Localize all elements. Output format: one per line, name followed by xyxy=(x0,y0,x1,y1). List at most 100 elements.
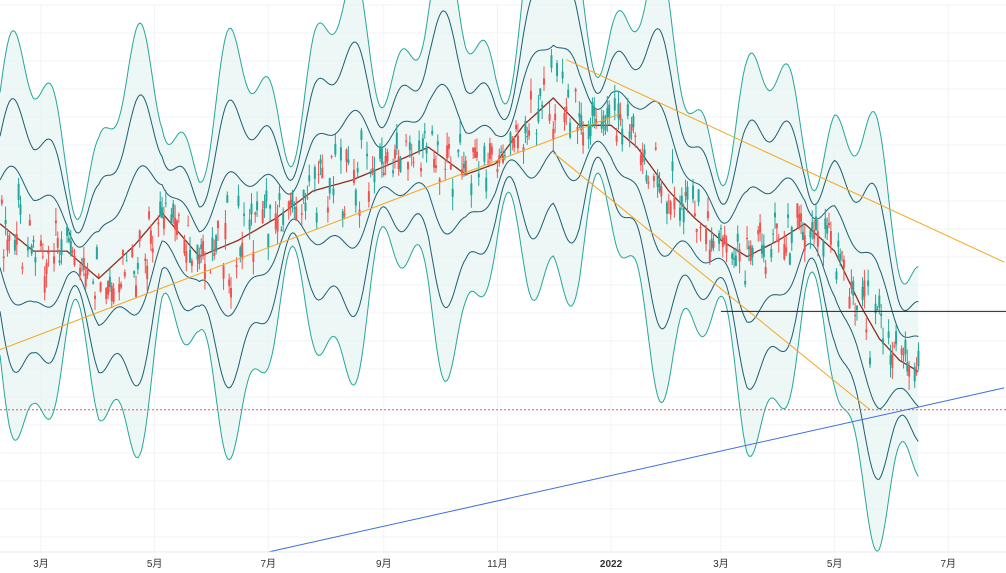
candle-body xyxy=(343,213,346,216)
candle-body xyxy=(241,242,244,259)
candle-body xyxy=(138,230,141,241)
candle-body xyxy=(798,213,801,227)
candle-body xyxy=(4,219,7,225)
candle-body xyxy=(332,188,335,196)
candle-body xyxy=(457,149,460,153)
candle-body xyxy=(565,106,568,112)
candle-body xyxy=(477,173,480,178)
candle-body xyxy=(367,191,370,202)
candle-body xyxy=(552,128,555,141)
candle-body xyxy=(291,192,294,206)
candle-body xyxy=(613,98,616,111)
candle-body xyxy=(814,216,817,230)
candle-body xyxy=(541,104,544,107)
candle-body xyxy=(123,271,126,277)
candle-body xyxy=(118,283,121,293)
candle-body xyxy=(209,272,212,274)
candle-body xyxy=(216,220,219,229)
candle-body xyxy=(356,168,359,173)
candle-body xyxy=(582,132,585,146)
candle-body xyxy=(261,209,264,223)
candle-body xyxy=(647,181,650,184)
candle-body xyxy=(183,239,186,254)
candle-body xyxy=(177,214,180,216)
candle-body xyxy=(850,281,853,289)
candle-body xyxy=(556,63,559,76)
candle-body xyxy=(891,352,894,369)
candle-body xyxy=(852,280,855,296)
candle-body xyxy=(2,256,5,259)
bollinger-band-line xyxy=(0,140,919,410)
candle-body xyxy=(576,126,579,132)
candle-body xyxy=(839,253,842,260)
candle-body xyxy=(121,249,124,256)
orange-trendline-3 xyxy=(552,152,871,411)
candle-body xyxy=(41,256,44,258)
candle-body xyxy=(826,225,829,234)
candle-body xyxy=(561,71,564,79)
candle-body xyxy=(760,245,763,254)
candle-body xyxy=(842,259,845,269)
candle-body xyxy=(537,108,540,122)
candle-body xyxy=(406,162,409,170)
candle-body xyxy=(47,251,50,255)
candle-body xyxy=(228,279,231,286)
candle-body xyxy=(822,240,825,257)
candle-body xyxy=(326,207,329,213)
candle-body xyxy=(32,240,35,242)
x-tick-label: 3月 xyxy=(713,558,729,570)
candle-body xyxy=(306,197,309,199)
candle-body xyxy=(522,147,525,152)
candle-body xyxy=(801,231,804,240)
candle-body xyxy=(211,237,214,252)
candle-body xyxy=(58,260,61,263)
middle-band-line xyxy=(0,97,919,373)
candle-body xyxy=(470,183,473,196)
candle-body xyxy=(604,125,607,131)
candle-body xyxy=(282,211,285,225)
candle-body xyxy=(725,242,728,253)
candle-body xyxy=(21,266,24,269)
candle-body xyxy=(263,200,266,209)
x-tick-label: 7月 xyxy=(940,558,956,570)
x-tick-label: 9月 xyxy=(376,558,392,570)
candle-body xyxy=(451,188,454,197)
candle-body xyxy=(671,161,674,172)
candle-body xyxy=(174,217,177,230)
candle-body xyxy=(893,345,896,347)
candle-body xyxy=(185,251,188,263)
candle-body xyxy=(436,141,439,146)
candle-body xyxy=(809,230,812,238)
candle-body xyxy=(112,288,115,302)
candle-body xyxy=(313,167,316,179)
candle-body xyxy=(341,211,344,219)
candle-body xyxy=(783,244,786,260)
candle-body xyxy=(548,114,551,121)
candle-body xyxy=(243,213,246,216)
candle-body xyxy=(513,139,516,148)
candle-body xyxy=(712,240,715,248)
candle-body xyxy=(630,124,633,131)
candle-body xyxy=(196,244,199,260)
candle-body xyxy=(120,283,123,288)
candle-body xyxy=(446,145,449,159)
candle-body xyxy=(175,220,178,236)
candle-body xyxy=(410,155,413,157)
candle-body xyxy=(699,227,702,229)
x-tick-label: 5月 xyxy=(147,558,163,570)
candle-body xyxy=(738,249,741,262)
candle-body xyxy=(105,288,108,299)
candle-body xyxy=(230,288,233,298)
candle-body xyxy=(278,193,281,200)
candle-body xyxy=(345,149,348,162)
candle-body xyxy=(488,143,491,160)
candle-body xyxy=(751,247,754,257)
candle-body xyxy=(608,104,611,118)
blue-trendline xyxy=(268,387,1005,553)
candle-body xyxy=(509,132,512,143)
candle-body xyxy=(267,233,270,248)
candle-body xyxy=(213,252,216,256)
candle-body xyxy=(293,207,296,210)
candle-body xyxy=(695,228,698,232)
